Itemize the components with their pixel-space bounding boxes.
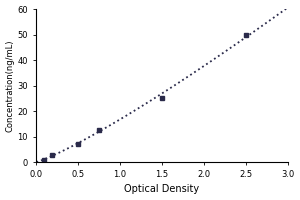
X-axis label: Optical Density: Optical Density <box>124 184 199 194</box>
Y-axis label: Concentration(ng/mL): Concentration(ng/mL) <box>6 39 15 132</box>
